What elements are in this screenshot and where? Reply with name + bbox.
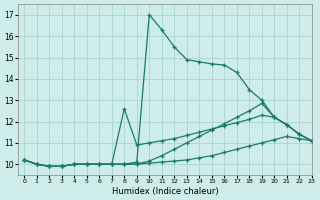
X-axis label: Humidex (Indice chaleur): Humidex (Indice chaleur) xyxy=(112,187,218,196)
